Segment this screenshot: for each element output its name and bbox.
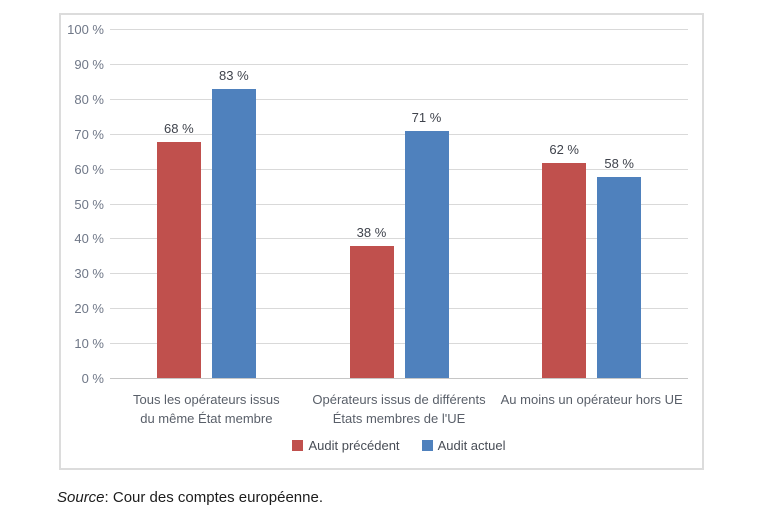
bar [404,131,449,379]
bar [156,141,201,379]
chart-frame: 0 % 10 % 20 % 30 % 40 % 50 % 60 % 70 % 80 % 90 % 1… [59,13,704,470]
bar [211,89,256,379]
category-label: Tous les opérateurs issus du même État m… [132,392,280,426]
y-tick-label: 80 % [74,91,104,107]
y-tick-label: 10 % [74,336,104,352]
bar [349,246,394,379]
bar-value-label: 83 % [219,68,249,84]
y-tick-label: 90 % [74,56,104,72]
bar-group: 38 % 71 % [303,30,496,379]
bar [597,176,642,379]
gridline [110,168,688,170]
bar-group: 62 % 58 % [495,30,688,379]
y-tick-label: 100 % [67,22,104,37]
gridline [110,203,688,205]
y-tick-label: 50 % [74,196,104,212]
gridline [110,63,688,65]
gridline [110,238,688,240]
bar [542,162,587,379]
source-line: Source: Cour des comptes européenne. [57,489,323,506]
legend-label: Audit précédent [308,438,400,453]
legend-swatch [421,440,433,451]
source-text: : Cour des comptes européenne. [104,489,323,506]
y-axis-labels: 0 % 10 % 20 % 30 % 40 % 50 % 60 % 70 % 80 % 90 % 1… [61,23,104,386]
category-label: Opérateurs issus de différents États mem… [312,392,486,426]
bar-value-label: 71 % [411,110,442,126]
legend-item: Audit actuel [421,438,506,453]
gridline [110,343,688,345]
y-tick-label: 70 % [74,126,104,142]
legend: Audit précédent Audit actuel [110,438,688,453]
gridline [110,308,688,310]
plot-area: 68 % 83 % 38 % 71 % 62 % 58 % [110,29,688,379]
legend-swatch [292,440,304,451]
bar-unit: 38 % [349,30,394,379]
gridline [110,133,688,135]
gridline [110,29,688,30]
legend-label: Audit actuel [437,438,506,453]
bar-unit: 68 % [156,30,201,379]
bar-value-label: 62 % [549,141,579,157]
x-axis-line [110,378,688,379]
y-tick-label: 30 % [74,266,104,282]
bar-value-label: 68 % [164,120,194,136]
source-label: Source [57,489,105,506]
bar-group: 68 % 83 % [110,30,303,379]
y-tick-label: 0 % [81,371,104,386]
bar-unit: 83 % [211,30,256,379]
bar-value-label: 38 % [356,225,387,241]
bar-unit: 71 % [404,30,449,379]
bar-unit: 62 % [542,30,587,379]
gridline [110,273,688,275]
legend-item: Audit précédent [292,438,400,453]
y-tick-label: 40 % [74,231,104,247]
category-labels: Tous les opérateurs issus du même État m… [110,390,688,428]
bar-unit: 58 % [597,30,642,379]
plot-groups: 68 % 83 % 38 % 71 % 62 % 58 % [110,30,688,379]
y-tick-label: 60 % [74,161,104,177]
bar-value-label: 58 % [604,155,634,171]
gridline [110,98,688,100]
category-label: Au moins un opérateur hors UE [500,392,683,407]
y-tick-label: 20 % [74,301,104,317]
